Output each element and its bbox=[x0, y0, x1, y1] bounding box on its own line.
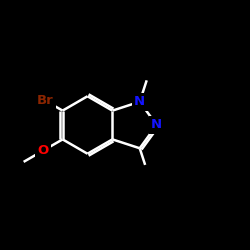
Text: N: N bbox=[151, 118, 162, 132]
Text: N: N bbox=[134, 95, 145, 108]
Text: Br: Br bbox=[37, 94, 54, 107]
Text: O: O bbox=[38, 144, 49, 157]
